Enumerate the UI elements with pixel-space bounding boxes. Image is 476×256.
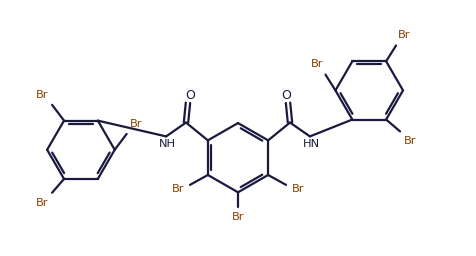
Text: Br: Br: [398, 30, 410, 40]
Text: O: O: [281, 89, 291, 102]
Text: Br: Br: [292, 184, 304, 194]
Text: Br: Br: [232, 212, 244, 222]
Text: Br: Br: [130, 119, 143, 129]
Text: HN: HN: [303, 139, 320, 149]
Text: Br: Br: [36, 90, 49, 100]
Text: O: O: [185, 89, 195, 102]
Text: Br: Br: [36, 198, 49, 208]
Text: Br: Br: [404, 136, 416, 146]
Text: Br: Br: [172, 184, 184, 194]
Text: Br: Br: [311, 59, 324, 69]
Text: NH: NH: [159, 139, 176, 149]
